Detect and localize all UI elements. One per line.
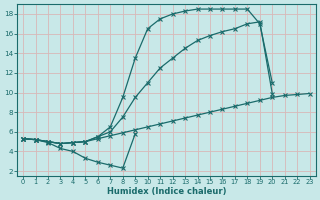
X-axis label: Humidex (Indice chaleur): Humidex (Indice chaleur) <box>107 187 226 196</box>
